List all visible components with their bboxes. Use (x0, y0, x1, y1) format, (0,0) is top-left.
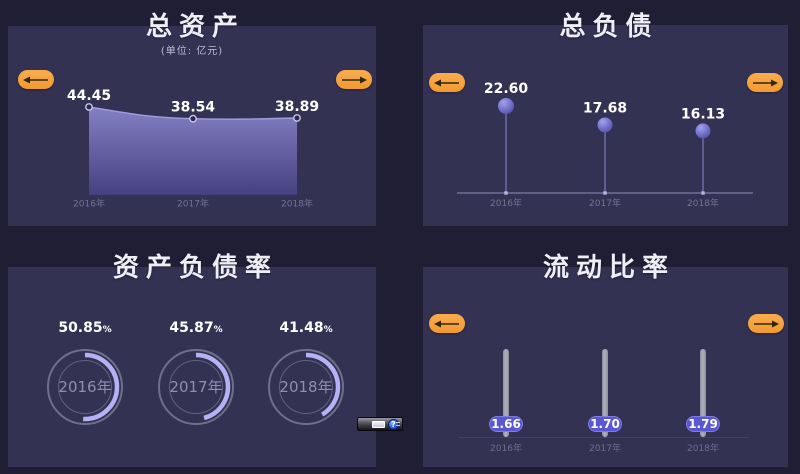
area-fill (89, 107, 297, 195)
ring-gauge-chart: 2016年 50.85% 2017年 45.87% 2018年 41.48% (47, 320, 344, 425)
gauge-inner-ring (169, 360, 223, 414)
toolbar-grip-icon[interactable] (396, 422, 400, 428)
floating-toolbar[interactable]: ? (357, 417, 403, 431)
value-label: 22.60 (484, 81, 529, 97)
slider-track[interactable] (700, 349, 706, 437)
slider-track[interactable] (503, 349, 509, 437)
prev-button[interactable] (18, 70, 54, 89)
gauge-outer-ring (268, 349, 344, 425)
value-label: 16.13 (681, 106, 725, 122)
gauge-outer-ring (158, 349, 234, 425)
left-arrow-icon (23, 76, 48, 83)
percent-label: 45.87% (169, 320, 222, 336)
gauge-year-label: 2018年 (279, 378, 332, 396)
value-label: 44.45 (67, 88, 111, 104)
axis-tick-label: 2017年 (589, 197, 621, 209)
right-arrow-icon (342, 76, 367, 83)
axis-tick-label: 2018年 (687, 442, 719, 454)
value-label: 1.79 (688, 417, 718, 431)
gauge-progress-arc (271, 352, 341, 422)
next-button[interactable] (747, 73, 783, 92)
value-label: 38.89 (275, 99, 319, 115)
axis-tick-label: 2016年 (490, 442, 522, 454)
toolbar-button[interactable] (372, 421, 385, 428)
page-title-current-ratio: 流动比率 (542, 253, 675, 283)
slider-value-pill[interactable] (588, 416, 622, 432)
stem-base-dot (504, 191, 508, 195)
panel-total-assets: 44.45 2016年 38.54 2017年 38.89 2018年 (8, 26, 376, 226)
page-title-total-assets: 总资产 (145, 12, 245, 42)
slider-chart: 1.66 2016年 1.70 2017年 1.79 2018年 (458, 349, 749, 454)
value-label: 1.66 (491, 417, 521, 431)
axis-tick-label: 2018年 (687, 197, 719, 209)
slider-value-pill[interactable] (489, 416, 523, 432)
left-arrow-icon (434, 79, 459, 86)
value-label: 17.68 (583, 100, 627, 116)
lollipop-chart: 22.60 2016年 17.68 2017年 16.13 2018年 (457, 81, 753, 209)
panel-current-ratio: 1.66 2016年 1.70 2017年 1.79 2018年 (423, 267, 788, 467)
value-label: 38.54 (171, 100, 216, 116)
slider-track[interactable] (602, 349, 608, 437)
right-arrow-icon (753, 79, 778, 86)
gauge-progress-arc (50, 352, 120, 422)
axis-tick-label: 2017年 (589, 442, 621, 454)
next-button[interactable] (748, 314, 784, 333)
data-point-ball (597, 117, 613, 133)
axis-tick-label: 2017年 (177, 198, 209, 210)
gauge-year-label: 2017年 (169, 378, 222, 396)
panel-asset-liability-ratio: 2016年 50.85% 2017年 45.87% 2018年 41.48% (8, 267, 376, 467)
gauge-year-label: 2016年 (58, 378, 111, 396)
data-point-marker (85, 103, 93, 111)
panel-total-liabilities: 22.60 2016年 17.68 2017年 16.13 2018年 (423, 25, 788, 226)
page-title-asset-liability-ratio: 资产负债率 (112, 253, 278, 283)
gauge-inner-ring (58, 360, 112, 414)
stem-base-dot (603, 191, 607, 195)
next-button[interactable] (336, 70, 372, 89)
data-point-ball (498, 98, 514, 114)
gauge-outer-ring (47, 349, 123, 425)
axis-tick-label: 2016年 (73, 198, 105, 210)
data-point-ball (695, 123, 711, 139)
area-chart: 44.45 2016年 38.54 2017年 38.89 2018年 (67, 88, 319, 210)
data-point-marker (189, 114, 197, 123)
prev-button[interactable] (429, 73, 465, 92)
stem-base-dot (701, 191, 705, 195)
subtitle-unit: (单位: 亿元) (160, 46, 224, 57)
data-point-marker (293, 114, 301, 122)
gauge-inner-ring (279, 360, 333, 414)
right-arrow-icon (754, 320, 779, 327)
help-icon[interactable]: ? (388, 419, 399, 430)
axis-tick-label: 2016年 (490, 197, 522, 209)
page-title-total-liabilities: 总负债 (559, 12, 659, 42)
value-label: 1.70 (590, 417, 620, 431)
prev-button[interactable] (429, 314, 465, 333)
left-arrow-icon (434, 320, 459, 327)
axis-tick-label: 2018年 (281, 198, 313, 210)
percent-label: 50.85% (58, 320, 111, 336)
gauge-progress-arc (161, 352, 231, 422)
percent-label: 41.48% (279, 320, 332, 336)
slider-value-pill[interactable] (686, 416, 720, 432)
